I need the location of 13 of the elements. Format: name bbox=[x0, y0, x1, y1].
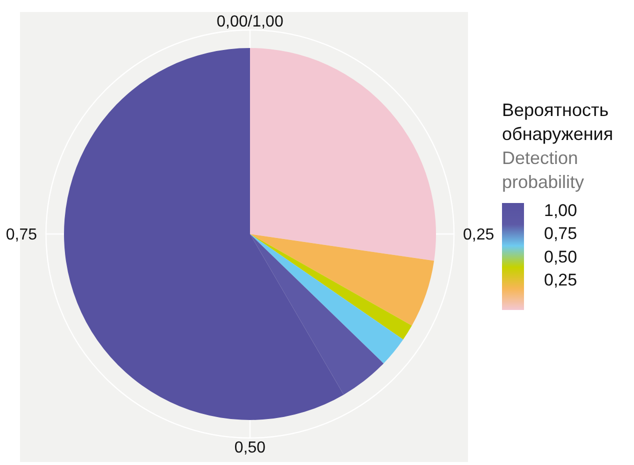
text: 1,00 bbox=[544, 200, 578, 220]
pie-slice bbox=[250, 234, 404, 364]
text: 0,25 bbox=[544, 270, 578, 290]
text: 0,75 bbox=[6, 226, 38, 244]
pie-slice bbox=[250, 48, 436, 261]
text: 0,00/1,00 bbox=[216, 14, 284, 31]
legend-title: Вероятность обнаружения Detection probability bbox=[502, 100, 614, 192]
text: 0,25 bbox=[463, 226, 494, 244]
pie-slice bbox=[250, 234, 434, 326]
pie-slice bbox=[250, 234, 412, 340]
text: 0,75 bbox=[544, 224, 578, 244]
text: 0,50 bbox=[234, 440, 266, 457]
text: 0,50 bbox=[544, 247, 578, 266]
